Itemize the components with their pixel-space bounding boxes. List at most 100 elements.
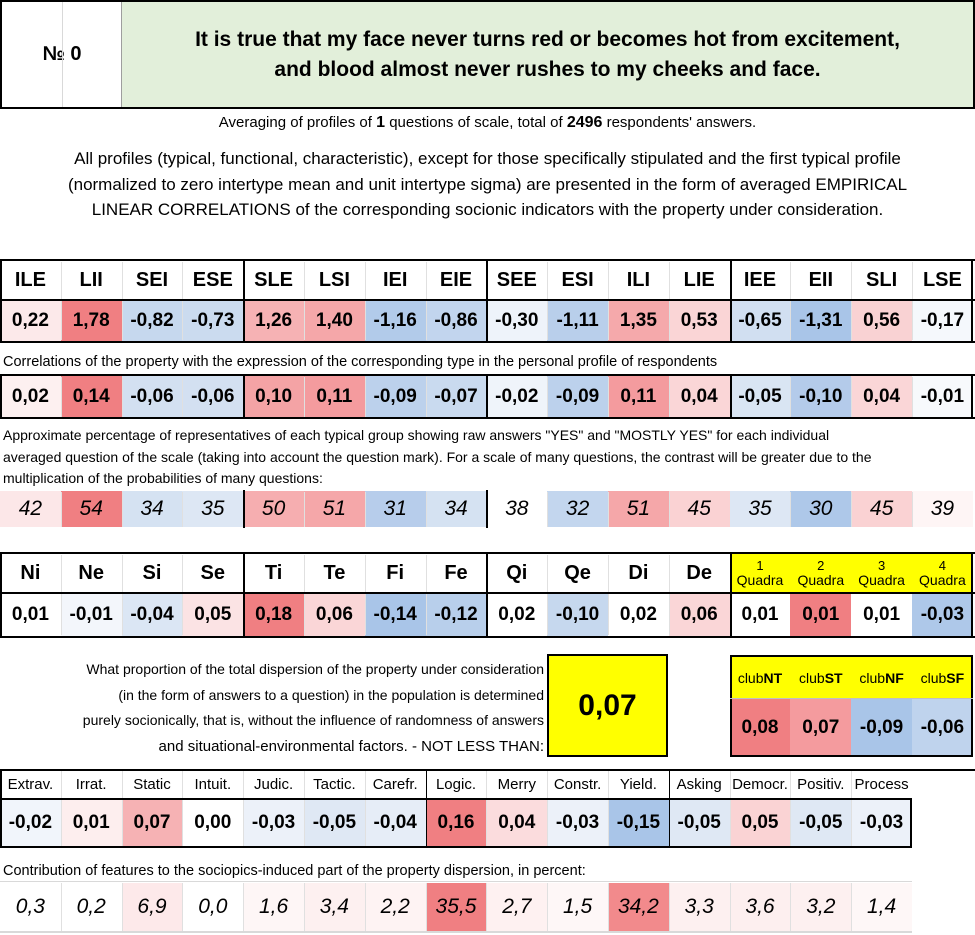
type-profile-value: -1,31 — [790, 301, 852, 341]
type-header: ILI — [626, 268, 651, 291]
respondent-count: 2496 — [566, 114, 603, 131]
type-header: SEI — [135, 268, 169, 291]
function-value: -0,10 — [547, 594, 608, 636]
type-profile-value: -1,11 — [547, 301, 608, 341]
dispersion-value: 0,07 — [578, 688, 637, 722]
function-header: Qi — [506, 561, 528, 584]
type-correlation-value: -0,06 — [121, 376, 183, 417]
feature-contribution: 2,2 — [364, 883, 426, 931]
function-value: 0,06 — [668, 594, 730, 636]
feature-header: Static — [133, 776, 171, 793]
type-profile-value: -0,17 — [912, 301, 973, 341]
quadra-header: 3 Quadra — [851, 554, 912, 592]
type-profile-value: 1,78 — [60, 301, 122, 341]
feature-contribution: 3,6 — [729, 883, 791, 931]
statement-cell: It is true that my face never turns red … — [122, 2, 973, 107]
type-header: ESE — [192, 268, 233, 291]
quadra-header: 2 Quadra — [790, 554, 852, 592]
feature-contribution: 35,5 — [425, 883, 487, 931]
feature-value: 0,01 — [60, 800, 122, 846]
feature-value: -0,03 — [851, 800, 912, 846]
type-percentage-value: 45 — [668, 491, 730, 527]
type-header: SLI — [866, 268, 898, 291]
feature-contribution: 0,2 — [60, 883, 122, 931]
feature-value: 0,16 — [425, 800, 487, 846]
feature-value: -0,02 — [0, 800, 61, 846]
type-percentage-value: 42 — [0, 491, 61, 527]
type-correlation-value: -0,10 — [790, 376, 852, 417]
feature-contribution: 3,2 — [790, 883, 852, 931]
type-percentage-value: 51 — [304, 491, 365, 527]
type-percentage-value: 54 — [60, 491, 122, 527]
feature-header: Constr. — [553, 776, 602, 793]
quadra-value: -0,03 — [912, 594, 973, 636]
function-header: Ti — [264, 561, 283, 584]
question-count: 1 — [376, 114, 386, 131]
type-header: LSE — [922, 268, 962, 291]
type-header: EIE — [439, 268, 473, 291]
type-percentage-value: 34 — [121, 491, 183, 527]
feature-value: -0,03 — [243, 800, 304, 846]
function-header: Di — [628, 561, 649, 584]
type-profile-value: 0,56 — [851, 301, 912, 341]
function-value: -0,12 — [425, 594, 487, 636]
type-percentage-value: 35 — [729, 491, 791, 527]
type-percentage-value: 38 — [486, 491, 548, 527]
club-header: club NT — [729, 657, 791, 699]
type-header: IEI — [382, 268, 408, 291]
type-percentage-value: 34 — [425, 491, 487, 527]
feature-contribution: 3,3 — [668, 883, 730, 931]
type-percentage-value: 39 — [912, 491, 973, 527]
quadra-header: 4 Quadra — [912, 554, 973, 592]
feature-header: Merry — [497, 776, 536, 793]
correlation-note: Correlations of the property with the ex… — [3, 354, 718, 370]
type-correlation-value: 0,04 — [851, 376, 912, 417]
averaging-line: Averaging of profiles of 1 questions of … — [218, 114, 757, 131]
type-percentage-value: 32 — [547, 491, 608, 527]
type-correlation-value: 0,02 — [0, 376, 61, 417]
feature-contribution: 1,4 — [851, 883, 912, 931]
feature-value: 0,07 — [121, 800, 183, 846]
type-profile-value: -0,82 — [121, 301, 183, 341]
feature-value: -0,15 — [608, 800, 669, 846]
function-value: 0,01 — [0, 594, 61, 636]
function-header: Ne — [78, 561, 104, 584]
feature-header: Process — [854, 776, 909, 793]
feature-header: Judic. — [253, 776, 294, 793]
type-header: LIE — [683, 268, 715, 291]
function-header: Ni — [20, 561, 41, 584]
function-value: -0,01 — [60, 594, 122, 636]
type-header: EII — [808, 268, 834, 291]
type-correlation-value: -0,09 — [364, 376, 426, 417]
feature-header: Logic. — [435, 776, 476, 793]
type-correlation-value: 0,11 — [304, 376, 365, 417]
type-profile-value: -0,73 — [182, 301, 244, 341]
feature-contribution: 34,2 — [608, 883, 669, 931]
type-header: SLE — [254, 268, 294, 291]
type-header: LSI — [318, 268, 350, 291]
function-header: Se — [200, 561, 226, 584]
feature-header: Asking — [676, 776, 722, 793]
feature-header: Tactic. — [313, 776, 356, 793]
function-header: De — [686, 561, 712, 584]
question-number: № 0 — [42, 43, 82, 65]
club-header: club ST — [790, 657, 852, 699]
feature-value: 0,00 — [182, 800, 244, 846]
function-header: Fi — [386, 561, 405, 584]
quadra-value: 0,01 — [729, 594, 791, 636]
type-profile-value: 1,35 — [608, 301, 669, 341]
feature-header: Yield. — [619, 776, 657, 793]
type-correlation-value: 0,10 — [243, 376, 304, 417]
feature-contribution: 0,0 — [182, 883, 244, 931]
function-value: 0,05 — [182, 594, 244, 636]
feature-header: Democr. — [732, 776, 788, 793]
intro-text: All profiles (typical, functional, chara… — [67, 149, 908, 219]
type-profile-value: 0,22 — [0, 301, 61, 341]
club-value: -0,06 — [912, 699, 973, 756]
feature-contribution: 2,7 — [486, 883, 548, 931]
dispersion-value-box: 0,07 — [547, 654, 668, 757]
quadra-value: 0,01 — [790, 594, 852, 636]
type-profile-value: 1,40 — [304, 301, 365, 341]
type-header: ILE — [14, 268, 46, 291]
feature-header: Positiv. — [797, 776, 845, 793]
